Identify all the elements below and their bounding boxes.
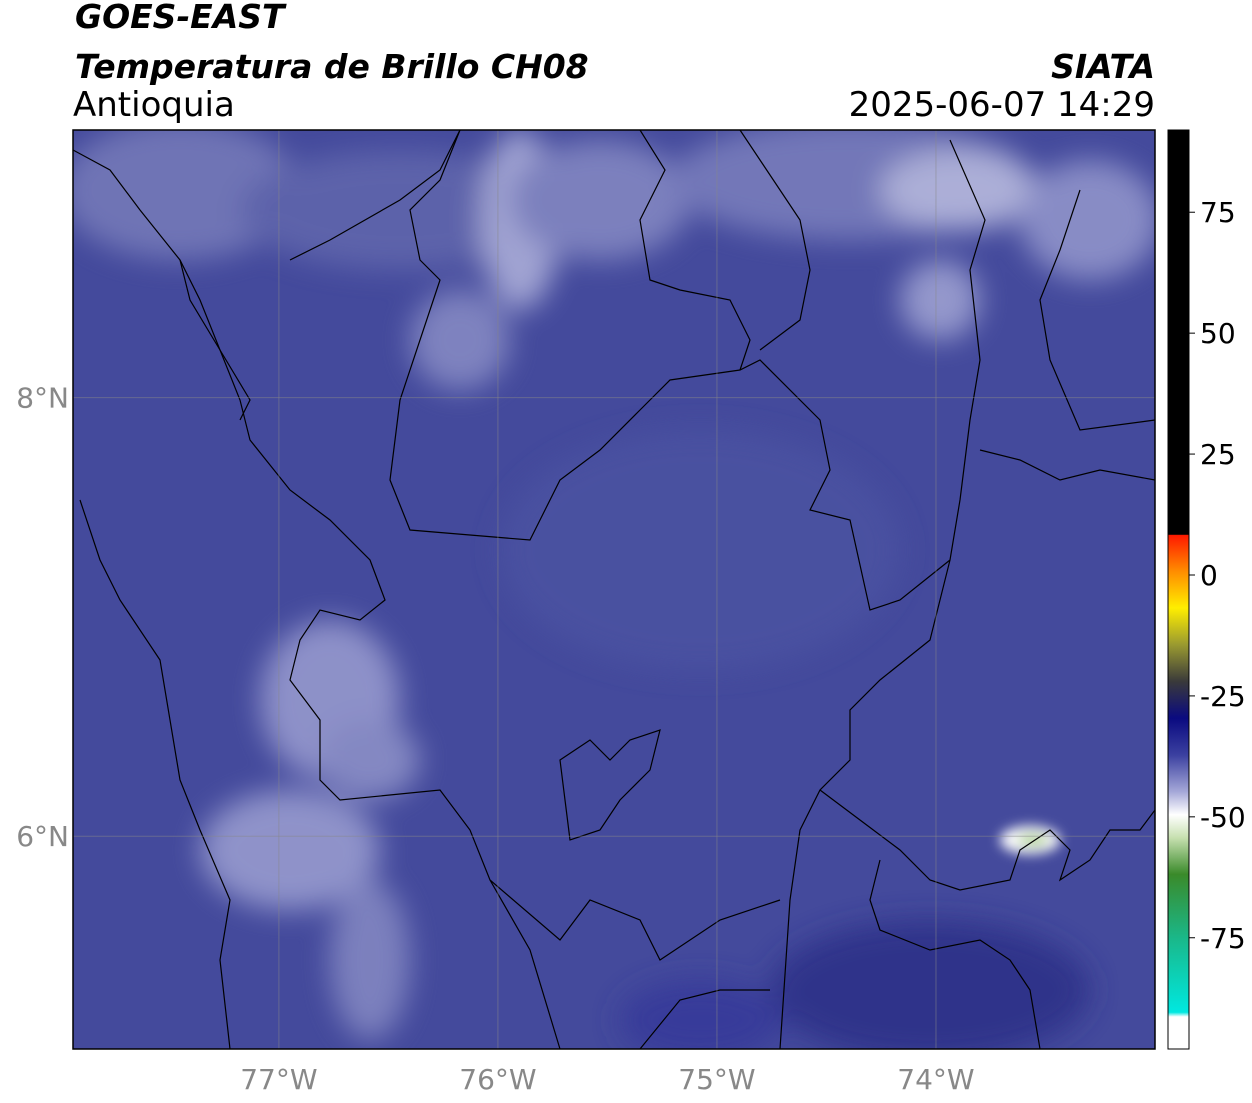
timestamp: 2025-06-07 14:29: [849, 85, 1155, 125]
x-tick-label: 74°W: [897, 1063, 974, 1096]
y-tick-label: 6°N: [16, 820, 69, 853]
colorbar: [1167, 129, 1190, 1050]
subtitle: Temperatura de Brillo CH08: [75, 47, 589, 86]
x-tick-label: 76°W: [459, 1063, 536, 1096]
colorbar-tick-label: 25: [1200, 438, 1236, 471]
x-tick-label: 75°W: [678, 1063, 755, 1096]
colorbar-tick-label: -75: [1200, 922, 1246, 955]
colorbar-tick-label: 0: [1200, 559, 1218, 592]
title: GOES-EAST: [75, 0, 287, 36]
colorbar-tick-label: 75: [1200, 196, 1236, 229]
y-tick-label: 8°N: [16, 382, 69, 415]
map-image: [73, 130, 1155, 1049]
x-tick-label: 77°W: [240, 1063, 317, 1096]
colorbar-tick-label: -25: [1200, 680, 1246, 713]
source: SIATA: [1051, 47, 1155, 86]
graticule: [73, 130, 1155, 1049]
colorbar-tick-label: 50: [1200, 317, 1236, 350]
colorbar-tick-label: -50: [1200, 801, 1246, 834]
region: Antioquia: [73, 85, 235, 125]
map-frame: [72, 129, 1156, 1050]
